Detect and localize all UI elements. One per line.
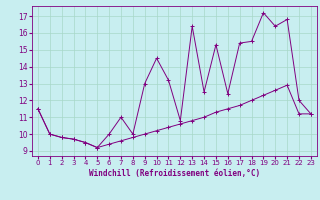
X-axis label: Windchill (Refroidissement éolien,°C): Windchill (Refroidissement éolien,°C) xyxy=(89,169,260,178)
